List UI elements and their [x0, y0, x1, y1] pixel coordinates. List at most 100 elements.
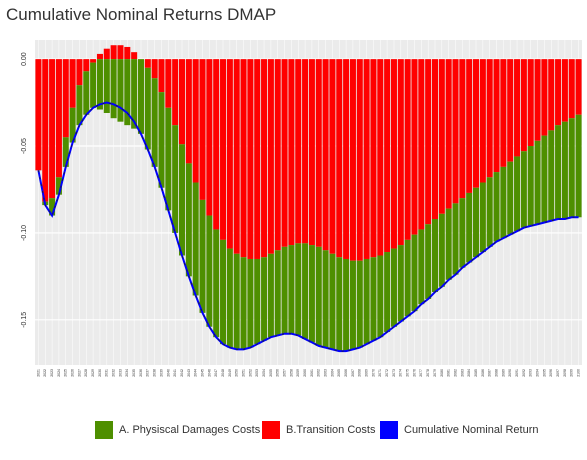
bar — [500, 166, 507, 239]
bar — [281, 246, 288, 334]
bar — [185, 59, 192, 164]
bar — [192, 182, 199, 296]
x-tick-label: 2042 — [180, 369, 184, 377]
x-tick-label: 2052 — [248, 369, 252, 377]
bar — [363, 59, 370, 259]
x-tick-label: 2041 — [173, 369, 177, 377]
bar — [213, 229, 220, 338]
bar — [165, 107, 172, 211]
bar — [459, 198, 466, 268]
bar — [411, 59, 418, 235]
x-tick-label: 2075 — [406, 369, 410, 377]
legend-swatch — [262, 421, 280, 439]
y-tick-label: 0.00 — [21, 52, 28, 66]
x-tick-label: 2054 — [262, 369, 266, 377]
x-tick-label: 2093 — [529, 369, 533, 377]
bar — [158, 92, 165, 188]
x-tick-label: 2037 — [146, 369, 150, 377]
bar — [452, 203, 459, 275]
bar — [520, 59, 527, 152]
bar — [431, 219, 439, 293]
bar — [62, 59, 69, 138]
bar — [349, 59, 356, 261]
bar — [438, 59, 445, 214]
bar — [377, 255, 384, 338]
bar — [165, 59, 172, 108]
bar — [288, 59, 295, 246]
x-tick-label: 2049 — [228, 369, 232, 377]
x-tick-label: 2056 — [276, 369, 280, 377]
x-tick-label: 2032 — [112, 369, 116, 377]
bar — [83, 59, 90, 72]
bar — [117, 59, 124, 122]
bar — [384, 59, 391, 253]
bar — [233, 253, 240, 350]
line-dash — [37, 102, 579, 352]
bar — [220, 59, 227, 240]
bar — [302, 59, 309, 244]
bar — [213, 59, 220, 230]
bar — [390, 59, 397, 249]
bar — [438, 213, 445, 287]
legend-swatch — [380, 421, 398, 439]
x-tick-label: 2064 — [330, 369, 334, 377]
bar — [555, 59, 562, 126]
x-tick-label: 2059 — [296, 369, 300, 377]
bar — [295, 59, 302, 244]
bar — [55, 177, 62, 195]
bar — [479, 182, 486, 253]
x-tick-label: 2045 — [200, 369, 204, 377]
x-tick-label: 2066 — [344, 369, 348, 377]
x-tick-label: 2035 — [132, 369, 136, 377]
bar — [158, 59, 165, 93]
bar — [445, 208, 452, 280]
bar — [110, 45, 117, 60]
bar — [302, 243, 309, 339]
x-tick-label: 2060 — [303, 369, 307, 377]
bar — [425, 59, 432, 225]
x-tick-label: 2036 — [139, 369, 143, 377]
bar — [431, 59, 439, 220]
bar — [514, 156, 521, 232]
x-tick-label: 2048 — [221, 369, 225, 377]
bar — [288, 245, 295, 334]
bar — [575, 114, 582, 218]
x-tick-label: 2087 — [488, 369, 492, 377]
bar — [240, 257, 247, 350]
x-tick-label: 2034 — [125, 369, 129, 377]
bar — [267, 59, 274, 254]
bar — [192, 59, 199, 183]
bar — [493, 59, 500, 173]
bar — [514, 59, 521, 157]
legend-label: Cumulative Nominal Return — [404, 424, 539, 436]
x-tick-label: 2070 — [371, 369, 375, 377]
bar — [103, 59, 110, 113]
bar — [397, 59, 404, 246]
bar — [124, 46, 131, 60]
x-tick-label: 2067 — [351, 369, 355, 377]
bar — [418, 59, 425, 230]
bar — [76, 59, 83, 86]
bar — [315, 246, 322, 346]
bar — [322, 59, 329, 251]
bar — [534, 59, 541, 141]
bar — [240, 59, 247, 258]
x-tick-label: 2063 — [324, 369, 328, 377]
x-tick-label: 2085 — [474, 369, 478, 377]
legend-swatch — [95, 421, 113, 439]
bar — [411, 234, 418, 312]
bar — [356, 59, 363, 261]
x-tick-label: 2088 — [494, 369, 498, 377]
x-tick-label: 2100 — [577, 369, 581, 377]
bar — [178, 144, 186, 256]
x-tick-label: 2091 — [515, 369, 519, 377]
bar — [466, 59, 473, 193]
bar — [172, 59, 179, 126]
bar — [178, 59, 186, 145]
bar — [185, 163, 192, 277]
x-tick-label: 2097 — [556, 369, 560, 377]
bar — [261, 257, 268, 341]
bar — [486, 59, 493, 178]
bar — [561, 121, 568, 220]
